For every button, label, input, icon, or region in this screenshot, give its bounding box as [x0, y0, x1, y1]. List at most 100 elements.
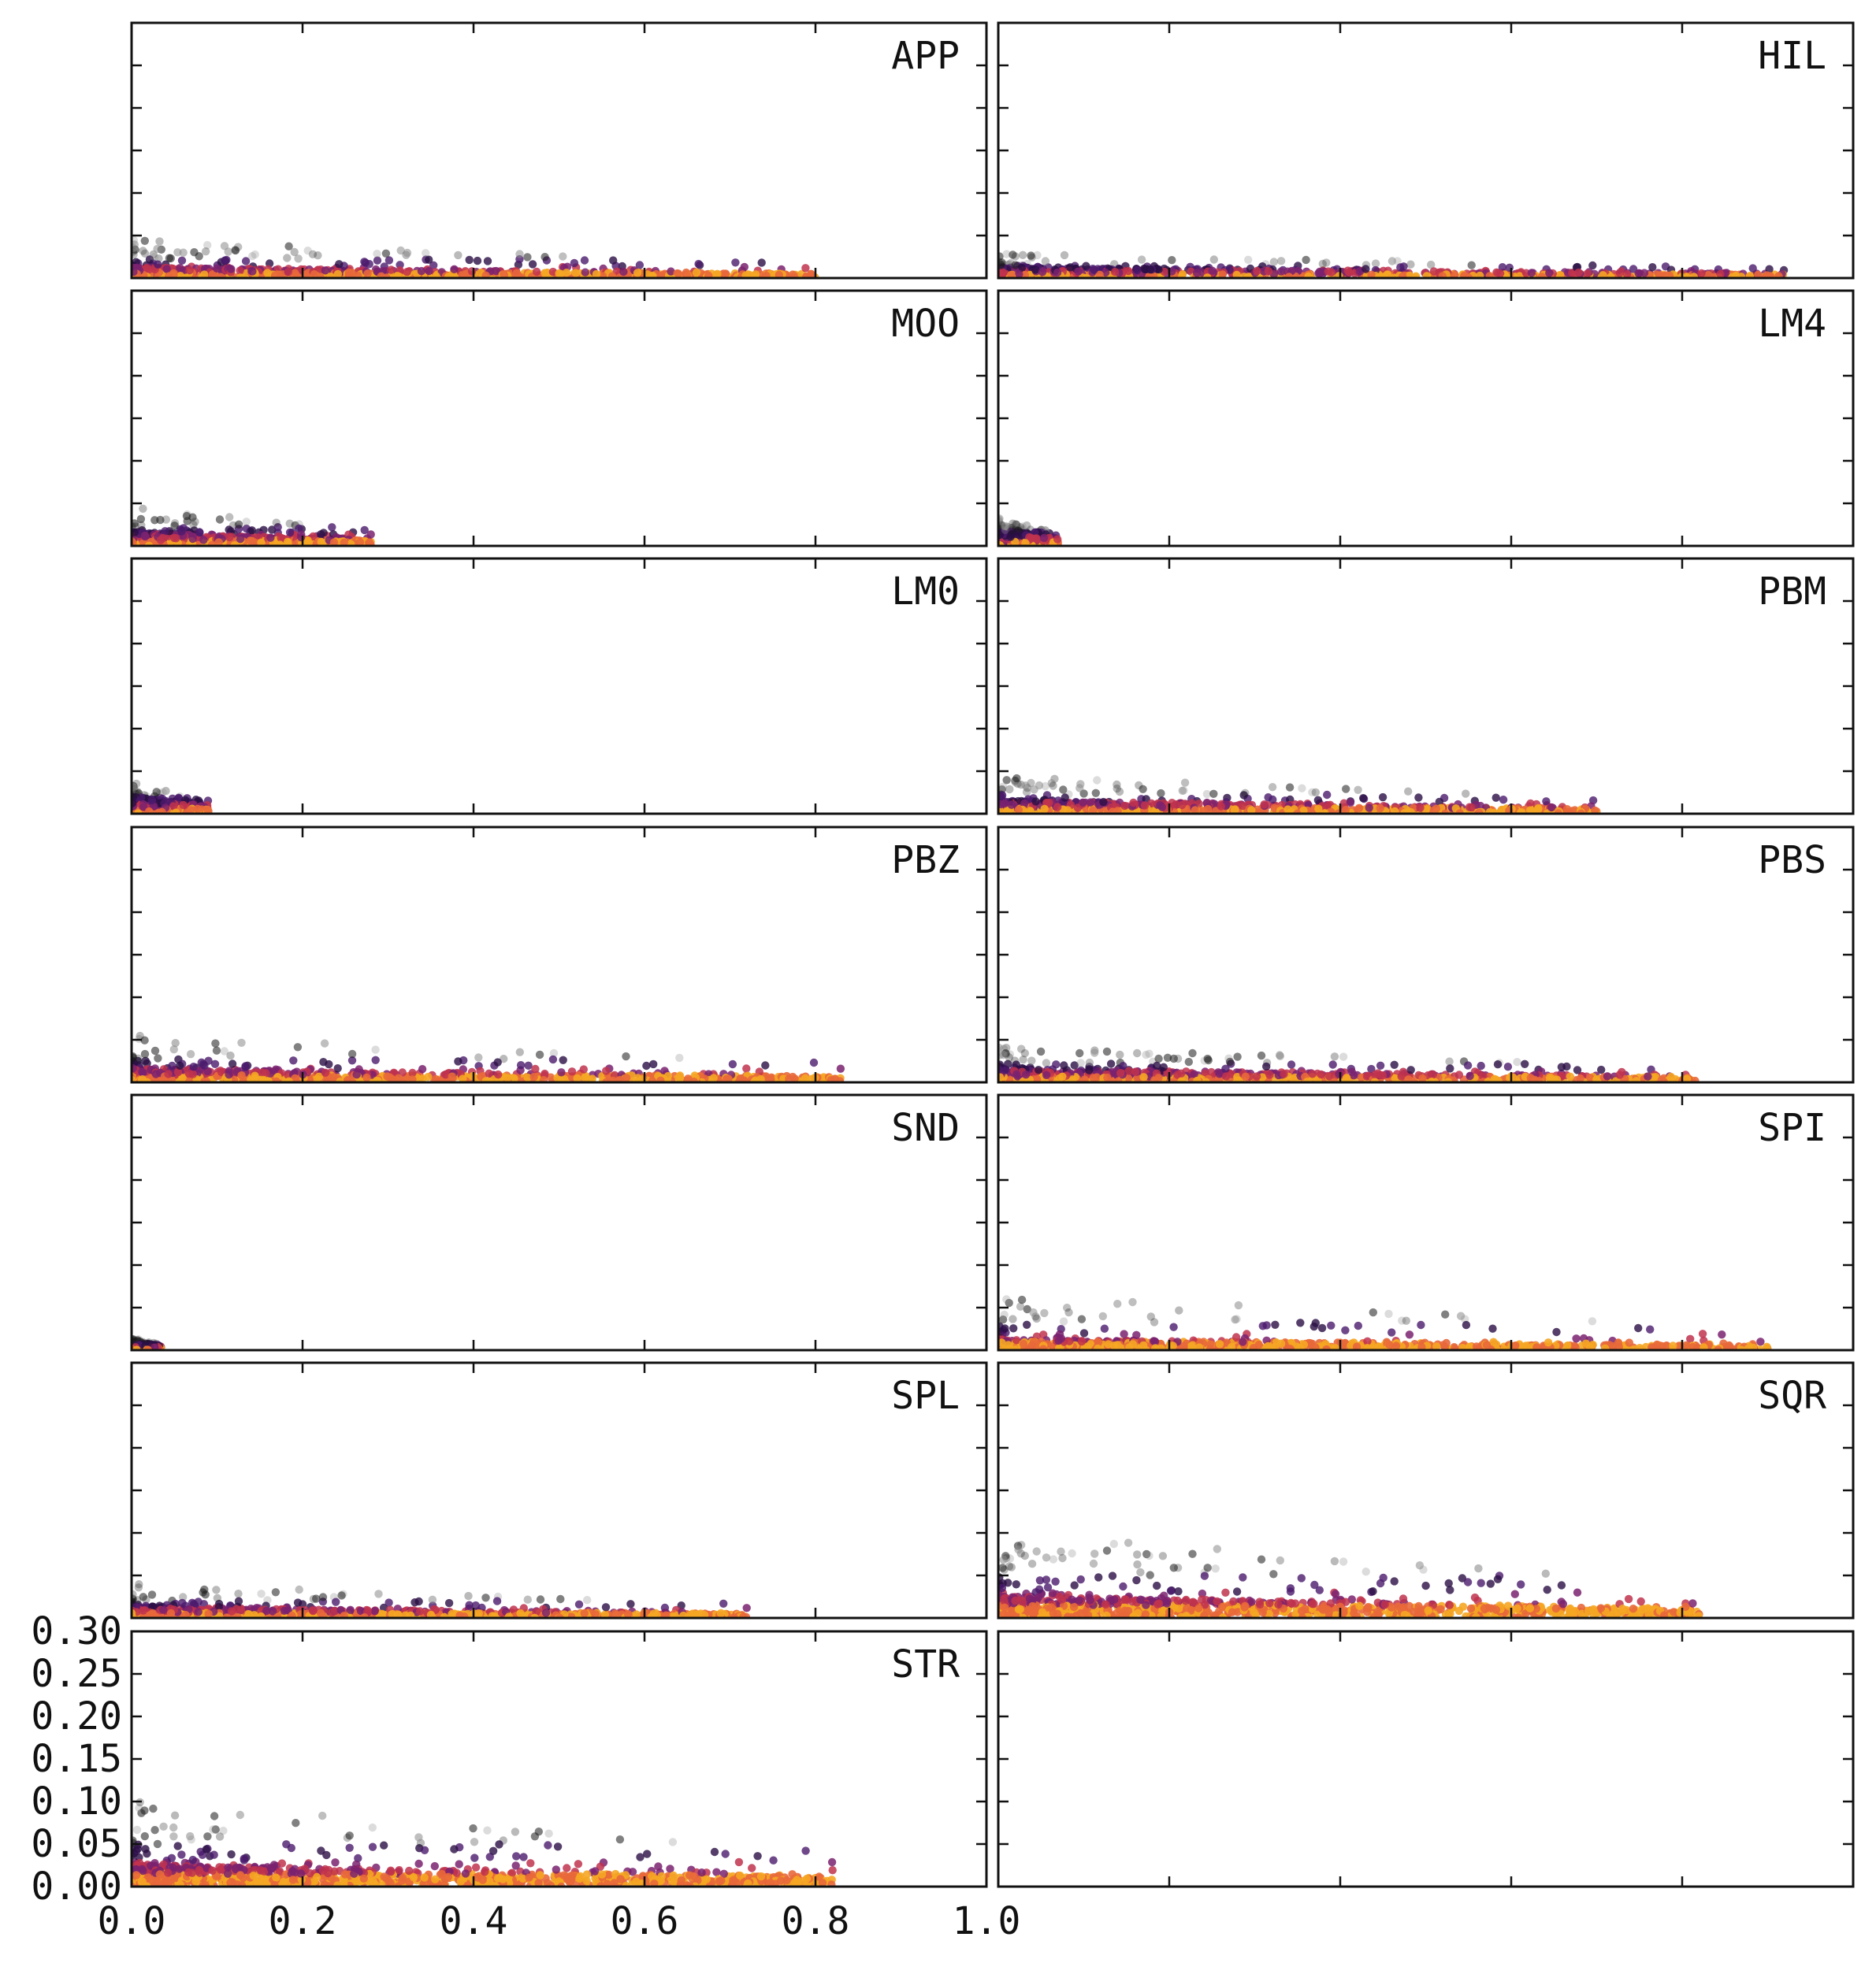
- data-point: [751, 273, 759, 280]
- panel-frame: [998, 291, 1853, 546]
- data-point: [1298, 785, 1306, 792]
- data-point: [1355, 804, 1363, 812]
- data-point: [536, 1051, 544, 1059]
- data-point: [549, 1056, 557, 1063]
- data-point: [810, 1059, 818, 1067]
- data-point: [1040, 534, 1048, 542]
- data-point: [801, 264, 809, 272]
- data-point: [178, 257, 186, 265]
- data-point: [186, 266, 194, 274]
- data-point: [731, 258, 739, 266]
- scatter-points: [128, 780, 213, 818]
- data-point: [1120, 802, 1128, 810]
- data-point: [382, 250, 390, 258]
- data-point: [468, 267, 476, 275]
- data-point: [454, 251, 462, 259]
- data-point: [195, 252, 203, 260]
- data-point: [1178, 801, 1186, 809]
- data-point: [1492, 794, 1500, 802]
- data-point: [1038, 268, 1046, 276]
- data-point: [1354, 786, 1361, 794]
- data-point: [1135, 781, 1142, 789]
- panel-pbm: PBM: [994, 558, 1853, 818]
- data-point: [1328, 269, 1335, 276]
- data-point: [1008, 801, 1016, 809]
- data-point: [609, 256, 617, 264]
- data-point: [183, 512, 191, 520]
- data-point: [136, 1032, 144, 1040]
- data-point: [559, 252, 567, 260]
- data-point: [450, 265, 458, 273]
- data-point: [1286, 783, 1294, 791]
- data-point: [236, 535, 244, 543]
- data-point: [758, 258, 766, 266]
- data-point: [1319, 260, 1327, 268]
- data-point: [1019, 251, 1027, 259]
- data-point: [1209, 790, 1217, 798]
- data-point: [529, 260, 537, 268]
- data-point: [1061, 793, 1069, 801]
- data-point: [180, 249, 188, 257]
- data-point: [148, 796, 156, 804]
- data-point: [581, 256, 589, 264]
- data-point: [1316, 269, 1324, 277]
- data-point: [150, 253, 158, 261]
- data-point: [1506, 264, 1514, 272]
- data-point: [466, 256, 474, 264]
- data-point: [213, 1047, 221, 1055]
- data-point: [1075, 784, 1083, 792]
- data-point: [227, 265, 235, 273]
- data-point: [1240, 273, 1248, 280]
- data-point: [1027, 251, 1035, 259]
- data-point: [1574, 269, 1582, 276]
- data-point: [694, 260, 702, 268]
- data-point: [563, 269, 570, 276]
- data-point: [674, 269, 682, 277]
- data-point: [1041, 805, 1049, 813]
- data-point: [1158, 803, 1166, 811]
- data-point: [1648, 263, 1656, 271]
- data-point: [619, 268, 627, 276]
- data-point: [1053, 269, 1061, 276]
- data-point: [1583, 269, 1591, 277]
- data-point: [1365, 803, 1373, 811]
- data-point: [372, 1056, 380, 1064]
- data-point: [570, 259, 578, 267]
- data-point: [187, 1050, 195, 1058]
- panel-label: MOO: [891, 302, 960, 346]
- data-point: [474, 1053, 482, 1061]
- data-point: [1157, 789, 1165, 797]
- data-point: [1486, 808, 1494, 816]
- data-point: [266, 534, 274, 542]
- data-point: [328, 523, 336, 531]
- data-point: [474, 257, 481, 265]
- data-point: [1111, 268, 1119, 276]
- panel-hil: HIL: [994, 23, 1853, 282]
- data-point: [1099, 798, 1107, 806]
- data-point: [1031, 265, 1039, 273]
- data-point: [722, 269, 730, 277]
- data-point: [1012, 774, 1020, 782]
- data-point: [515, 250, 523, 258]
- data-point: [283, 254, 291, 262]
- data-point: [286, 529, 294, 536]
- data-point: [523, 253, 531, 261]
- data-point: [1749, 264, 1757, 272]
- data-point: [158, 808, 166, 816]
- data-point: [403, 249, 411, 257]
- data-point: [1168, 256, 1176, 264]
- data-point: [1302, 256, 1309, 264]
- data-point: [1265, 267, 1272, 275]
- data-point: [387, 265, 395, 273]
- scatter-points: [128, 1032, 845, 1086]
- data-point: [451, 273, 459, 280]
- data-point: [418, 267, 425, 275]
- data-point: [1031, 797, 1039, 805]
- data-point: [1432, 804, 1440, 812]
- data-point: [1009, 250, 1016, 258]
- data-point: [291, 248, 299, 256]
- data-point: [139, 247, 147, 254]
- data-point: [141, 1050, 149, 1058]
- data-point: [1053, 535, 1061, 543]
